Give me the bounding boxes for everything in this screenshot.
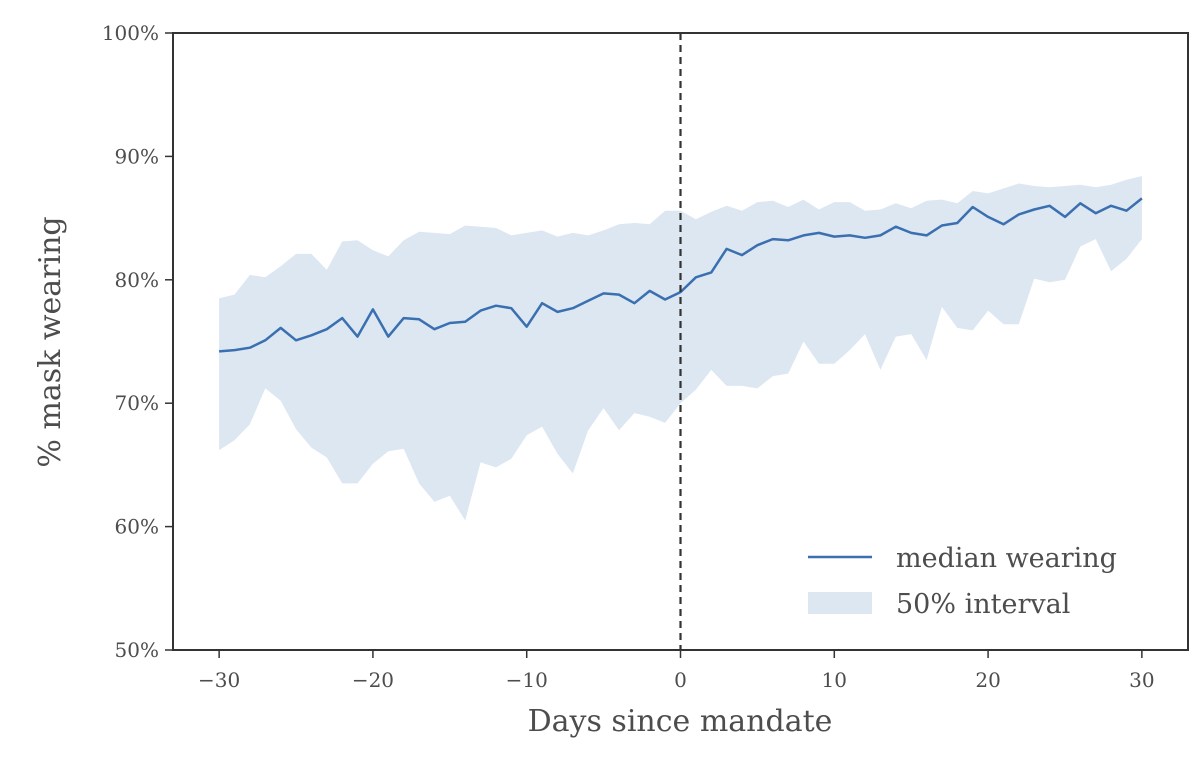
legend: median wearing 50% interval <box>808 543 1117 620</box>
median-line <box>218 197 1143 353</box>
y-tick-label: 70% <box>115 391 159 415</box>
y-tick-label: 60% <box>115 515 159 539</box>
x-tick-label: −10 <box>506 668 548 692</box>
x-axis-ticks: −30 −20 −10 0 10 20 30 <box>198 650 1155 692</box>
y-tick-label: 80% <box>115 268 159 292</box>
legend-label-interval: 50% interval <box>896 589 1070 620</box>
x-tick-label: 20 <box>975 668 1000 692</box>
y-tick-label: 50% <box>115 638 159 662</box>
x-tick-label: 30 <box>1129 668 1154 692</box>
y-tick-label: 90% <box>115 144 159 168</box>
x-tick-label: 10 <box>822 668 847 692</box>
x-tick-label: −30 <box>198 668 240 692</box>
x-tick-label: −20 <box>352 668 394 692</box>
y-axis-title: % mask wearing <box>33 216 68 467</box>
legend-label-median: median wearing <box>896 543 1117 574</box>
x-axis-title: Days since mandate <box>528 704 833 739</box>
x-tick-label: 0 <box>674 668 687 692</box>
y-axis-ticks: 50% 60% 70% 80% 90% 100% <box>102 21 173 662</box>
y-tick-label: 100% <box>102 21 159 45</box>
median-line-layer <box>218 197 1143 353</box>
legend-band-swatch <box>808 592 872 614</box>
